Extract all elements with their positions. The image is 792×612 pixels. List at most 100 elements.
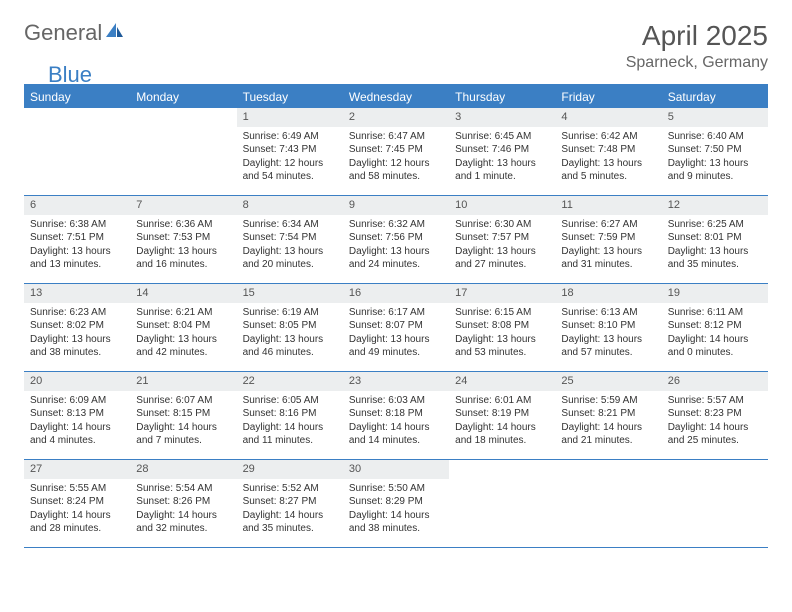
sunset-text: Sunset: 7:51 PM (30, 231, 124, 245)
day-number: 14 (130, 284, 236, 303)
day-number: 7 (130, 196, 236, 215)
sunset-text: Sunset: 7:43 PM (243, 143, 337, 157)
daylight-text: Daylight: 13 hours and 31 minutes. (561, 245, 655, 272)
daylight-text: Daylight: 14 hours and 25 minutes. (668, 421, 762, 448)
daylight-text: Daylight: 14 hours and 35 minutes. (243, 509, 337, 536)
sunset-text: Sunset: 8:19 PM (455, 407, 549, 421)
empty-cell (449, 460, 555, 548)
location: Sparneck, Germany (626, 54, 768, 72)
daylight-text: Daylight: 12 hours and 58 minutes. (349, 157, 443, 184)
sunset-text: Sunset: 7:50 PM (668, 143, 762, 157)
daylight-text: Daylight: 14 hours and 14 minutes. (349, 421, 443, 448)
sunset-text: Sunset: 7:45 PM (349, 143, 443, 157)
day-body: Sunrise: 5:54 AMSunset: 8:26 PMDaylight:… (130, 479, 236, 541)
sunset-text: Sunset: 8:05 PM (243, 319, 337, 333)
day-body: Sunrise: 5:52 AMSunset: 8:27 PMDaylight:… (237, 479, 343, 541)
sunset-text: Sunset: 7:59 PM (561, 231, 655, 245)
daylight-text: Daylight: 13 hours and 53 minutes. (455, 333, 549, 360)
sunset-text: Sunset: 7:48 PM (561, 143, 655, 157)
sunrise-text: Sunrise: 6:11 AM (668, 306, 762, 320)
day-cell: 19Sunrise: 6:11 AMSunset: 8:12 PMDayligh… (662, 284, 768, 372)
day-body: Sunrise: 6:13 AMSunset: 8:10 PMDaylight:… (555, 303, 661, 365)
daylight-text: Daylight: 14 hours and 18 minutes. (455, 421, 549, 448)
daylight-text: Daylight: 13 hours and 16 minutes. (136, 245, 230, 272)
daylight-text: Daylight: 13 hours and 46 minutes. (243, 333, 337, 360)
sunrise-text: Sunrise: 6:17 AM (349, 306, 443, 320)
sunset-text: Sunset: 7:46 PM (455, 143, 549, 157)
day-body: Sunrise: 6:19 AMSunset: 8:05 PMDaylight:… (237, 303, 343, 365)
day-cell: 24Sunrise: 6:01 AMSunset: 8:19 PMDayligh… (449, 372, 555, 460)
sunset-text: Sunset: 7:53 PM (136, 231, 230, 245)
empty-cell (130, 108, 236, 196)
day-cell: 18Sunrise: 6:13 AMSunset: 8:10 PMDayligh… (555, 284, 661, 372)
day-number: 10 (449, 196, 555, 215)
title-block: April 2025 Sparneck, Germany (626, 20, 768, 72)
day-cell: 11Sunrise: 6:27 AMSunset: 7:59 PMDayligh… (555, 196, 661, 284)
sunrise-text: Sunrise: 6:47 AM (349, 130, 443, 144)
daylight-text: Daylight: 13 hours and 27 minutes. (455, 245, 549, 272)
day-cell: 26Sunrise: 5:57 AMSunset: 8:23 PMDayligh… (662, 372, 768, 460)
sunset-text: Sunset: 8:18 PM (349, 407, 443, 421)
daylight-text: Daylight: 13 hours and 20 minutes. (243, 245, 337, 272)
logo-text-2: Blue (48, 62, 92, 88)
day-number: 21 (130, 372, 236, 391)
empty-cell (662, 460, 768, 548)
day-cell: 16Sunrise: 6:17 AMSunset: 8:07 PMDayligh… (343, 284, 449, 372)
sunrise-text: Sunrise: 5:59 AM (561, 394, 655, 408)
sunset-text: Sunset: 8:16 PM (243, 407, 337, 421)
day-body: Sunrise: 6:09 AMSunset: 8:13 PMDaylight:… (24, 391, 130, 453)
day-cell: 1Sunrise: 6:49 AMSunset: 7:43 PMDaylight… (237, 108, 343, 196)
sunset-text: Sunset: 7:54 PM (243, 231, 337, 245)
sunrise-text: Sunrise: 6:15 AM (455, 306, 549, 320)
day-cell: 3Sunrise: 6:45 AMSunset: 7:46 PMDaylight… (449, 108, 555, 196)
day-body: Sunrise: 6:17 AMSunset: 8:07 PMDaylight:… (343, 303, 449, 365)
day-cell: 29Sunrise: 5:52 AMSunset: 8:27 PMDayligh… (237, 460, 343, 548)
daylight-text: Daylight: 13 hours and 42 minutes. (136, 333, 230, 360)
weekday-header: Friday (555, 86, 661, 108)
day-cell: 22Sunrise: 6:05 AMSunset: 8:16 PMDayligh… (237, 372, 343, 460)
day-number: 24 (449, 372, 555, 391)
day-cell: 23Sunrise: 6:03 AMSunset: 8:18 PMDayligh… (343, 372, 449, 460)
sunset-text: Sunset: 7:57 PM (455, 231, 549, 245)
day-body: Sunrise: 6:15 AMSunset: 8:08 PMDaylight:… (449, 303, 555, 365)
day-number: 2 (343, 108, 449, 127)
day-body: Sunrise: 6:27 AMSunset: 7:59 PMDaylight:… (555, 215, 661, 277)
day-number: 4 (555, 108, 661, 127)
daylight-text: Daylight: 13 hours and 38 minutes. (30, 333, 124, 360)
day-cell: 6Sunrise: 6:38 AMSunset: 7:51 PMDaylight… (24, 196, 130, 284)
daylight-text: Daylight: 14 hours and 11 minutes. (243, 421, 337, 448)
day-number: 1 (237, 108, 343, 127)
sunrise-text: Sunrise: 6:38 AM (30, 218, 124, 232)
day-number: 23 (343, 372, 449, 391)
sunrise-text: Sunrise: 6:09 AM (30, 394, 124, 408)
day-cell: 4Sunrise: 6:42 AMSunset: 7:48 PMDaylight… (555, 108, 661, 196)
sunset-text: Sunset: 8:12 PM (668, 319, 762, 333)
logo-text-1: General (24, 20, 102, 46)
day-number: 11 (555, 196, 661, 215)
sunset-text: Sunset: 8:04 PM (136, 319, 230, 333)
day-number: 19 (662, 284, 768, 303)
weekday-header: Monday (130, 86, 236, 108)
sunset-text: Sunset: 8:27 PM (243, 495, 337, 509)
sunset-text: Sunset: 7:56 PM (349, 231, 443, 245)
day-cell: 2 Sunrise: 6:47 AMSunset: 7:45 PMDaylight… (343, 108, 449, 196)
day-number: 16 (343, 284, 449, 303)
day-number: 18 (555, 284, 661, 303)
day-body: Sunrise: 5:50 AMSunset: 8:29 PMDaylight:… (343, 479, 449, 541)
month-title: April 2025 (626, 20, 768, 52)
calendar-grid: SundayMondayTuesdayWednesdayThursdayFrid… (24, 84, 768, 548)
weekday-header: Tuesday (237, 86, 343, 108)
day-body: Sunrise: 6:05 AMSunset: 8:16 PMDaylight:… (237, 391, 343, 453)
daylight-text: Daylight: 13 hours and 1 minute. (455, 157, 549, 184)
sunrise-text: Sunrise: 6:25 AM (668, 218, 762, 232)
logo: General (24, 20, 124, 46)
day-number: 25 (555, 372, 661, 391)
day-body: Sunrise: 6:42 AMSunset: 7:48 PMDaylight:… (555, 127, 661, 189)
day-body: Sunrise: 6:23 AMSunset: 8:02 PMDaylight:… (24, 303, 130, 365)
day-number: 30 (343, 460, 449, 479)
sunset-text: Sunset: 8:29 PM (349, 495, 443, 509)
day-body: Sunrise: 6:45 AMSunset: 7:46 PMDaylight:… (449, 127, 555, 189)
day-cell: 10Sunrise: 6:30 AMSunset: 7:57 PMDayligh… (449, 196, 555, 284)
day-cell: 17Sunrise: 6:15 AMSunset: 8:08 PMDayligh… (449, 284, 555, 372)
day-cell: 27Sunrise: 5:55 AMSunset: 8:24 PMDayligh… (24, 460, 130, 548)
